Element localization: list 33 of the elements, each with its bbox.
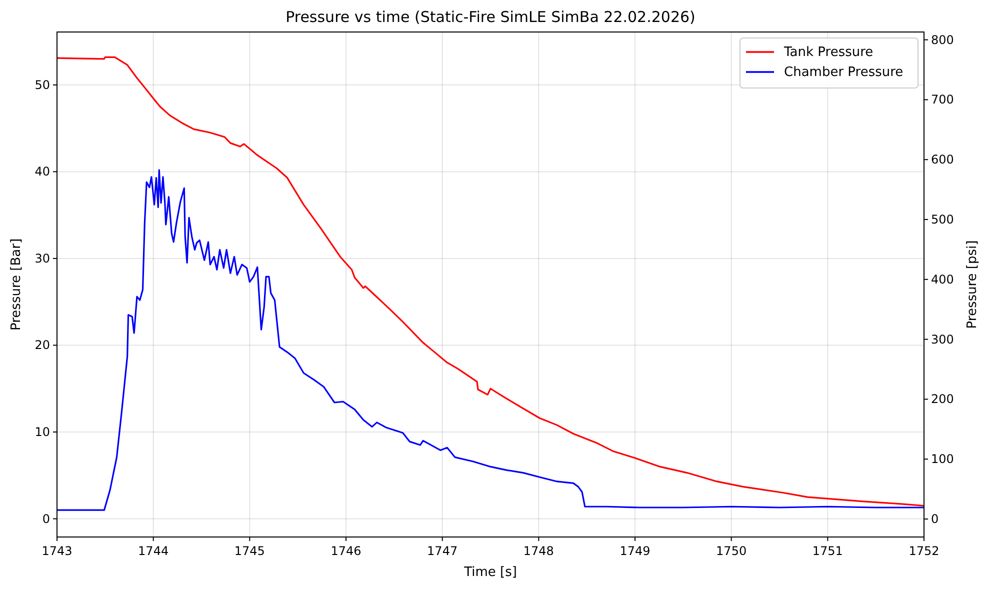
line-series: [57, 56, 924, 507]
x-tick-label: 1748: [523, 544, 554, 558]
y-tick-label: 20: [34, 338, 50, 352]
x-axis-title: Time [s]: [463, 565, 517, 580]
y2-tick-label: 100: [931, 452, 954, 466]
x-tick-label: 1744: [138, 544, 169, 558]
y2-tick-label: 400: [931, 272, 954, 286]
x-tick-label: 1750: [716, 544, 747, 558]
x-tick-label: 1752: [908, 544, 940, 558]
y-tick-label: 0: [42, 512, 50, 526]
x-tick-label: 1751: [812, 544, 843, 558]
x-tick-label: 1745: [234, 544, 265, 558]
x-tick-label: 1747: [427, 544, 458, 558]
y-tick-label: 30: [34, 251, 50, 266]
x-tick-label: 1749: [620, 544, 650, 558]
y2-tick-label: 300: [931, 332, 954, 346]
x-tick-label: 1746: [330, 544, 362, 558]
x-tick-label: 1743: [42, 544, 72, 558]
y2-tick-label: 700: [931, 92, 954, 107]
y2-tick-label: 0: [931, 512, 939, 526]
line-series: [57, 169, 924, 511]
y2-tick-label: 200: [931, 392, 954, 406]
y2-tick-label: 600: [931, 152, 954, 167]
y-tick-label: 50: [34, 78, 50, 92]
legend-label: Tank Pressure: [783, 45, 874, 60]
y-tick-label: 40: [34, 164, 50, 179]
y-tick-label: 10: [34, 425, 50, 440]
y-axis-title: Pressure [Bar]: [9, 238, 24, 331]
legend-label: Chamber Pressure: [784, 65, 904, 80]
chart-title: Pressure vs time (Static-Fire SimLE SimBa 22.02.2026): [286, 8, 696, 26]
y2-tick-label: 800: [931, 32, 954, 47]
y2-axis-title: Pressure [psi]: [965, 240, 980, 329]
y2-tick-label: 500: [931, 212, 954, 227]
